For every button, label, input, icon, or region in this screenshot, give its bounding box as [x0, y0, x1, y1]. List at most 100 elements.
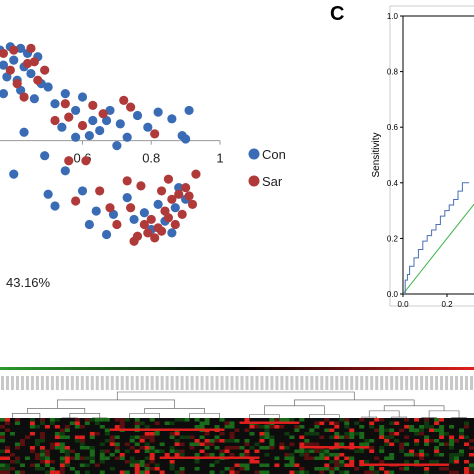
heatmap-cell	[389, 456, 395, 460]
column-label-mark	[175, 376, 179, 390]
heatmap-cell	[144, 463, 150, 467]
heatmap-cell	[144, 435, 150, 439]
heatmap-cell	[99, 449, 105, 453]
heatmap-cell	[179, 470, 185, 474]
heatmap-cell	[119, 421, 125, 425]
heatmap-cell	[194, 425, 200, 429]
data-point-con	[50, 99, 60, 109]
heatmap-cell	[74, 439, 80, 443]
heatmap-cell	[139, 463, 145, 467]
column-label-mark	[260, 376, 264, 390]
heatmap-cell	[464, 460, 470, 464]
data-point-con	[77, 186, 88, 196]
heatmap-cell	[159, 470, 165, 474]
heatmap-cell	[129, 456, 135, 460]
heatmap-cell	[54, 470, 60, 474]
heatmap-cell	[329, 460, 335, 464]
heatmap-cell	[289, 453, 295, 457]
heatmap-cell	[99, 460, 105, 464]
heatmap-cell	[169, 460, 175, 464]
heatmap-cell	[304, 442, 310, 446]
heatmap-cell	[0, 418, 5, 422]
heatmap-cell	[379, 460, 385, 464]
data-point-con	[77, 92, 88, 102]
heatmap-cell	[254, 460, 260, 464]
data-point-sar	[156, 226, 167, 236]
heatmap-cell	[84, 456, 90, 460]
legend-marker-con	[248, 148, 260, 160]
data-point-sar	[187, 199, 198, 209]
heatmap-cell	[274, 425, 280, 429]
column-label-mark	[300, 376, 304, 390]
heatmap-cell	[254, 449, 260, 453]
heatmap-cell	[64, 425, 70, 429]
heatmap-cell	[59, 456, 65, 460]
heatmap-cell	[139, 446, 145, 450]
heatmap-cell	[104, 439, 110, 443]
color-scale-bar	[0, 367, 474, 370]
heatmap-cell	[39, 418, 45, 422]
data-point-con	[139, 208, 149, 218]
heatmap-cell	[319, 421, 325, 425]
column-label-mark	[155, 376, 159, 390]
heatmap-cell	[89, 435, 95, 439]
data-point-con	[40, 151, 50, 161]
heatmap-cell	[329, 467, 335, 471]
heatmap-cell	[189, 442, 195, 446]
heatmap-cell	[464, 435, 470, 439]
heatmap-cell	[74, 425, 80, 429]
heatmap-cell	[289, 435, 295, 439]
heatmap-cells	[0, 418, 474, 474]
column-label-mark	[305, 376, 309, 390]
heatmap-cell	[134, 421, 140, 425]
heatmap-cell	[244, 418, 250, 422]
heatmap-cell	[19, 470, 25, 474]
column-label-mark	[195, 376, 199, 390]
heatmap-cell	[39, 467, 45, 471]
heatmap-cell	[439, 418, 445, 422]
column-label-mark	[95, 376, 99, 390]
heatmap-cell	[379, 435, 385, 439]
heatmap-cell	[79, 425, 85, 429]
heatmap-cell	[79, 442, 85, 446]
heatmap-cell	[89, 460, 95, 464]
heatmap-cell	[349, 442, 355, 446]
heatmap-cell	[39, 435, 45, 439]
heatmap-cell	[279, 442, 285, 446]
heatmap-cell	[459, 432, 465, 436]
heatmap-cell	[109, 435, 115, 439]
heatmap-cell	[289, 460, 295, 464]
column-label-mark	[245, 376, 249, 390]
heatmap-cell	[449, 435, 455, 439]
heatmap-cell	[384, 435, 390, 439]
heatmap-cell	[424, 421, 430, 425]
heatmap-cell	[399, 449, 405, 453]
heatmap-cell	[459, 428, 465, 432]
y-tick-label: 0.2	[387, 234, 399, 243]
heatmap-cell	[4, 446, 10, 450]
heatmap-cell	[94, 421, 100, 425]
heatmap-cell	[229, 425, 235, 429]
column-label-mark	[310, 376, 314, 390]
heatmap-cell	[34, 456, 40, 460]
heatmap-cell	[214, 425, 220, 429]
heatmap-cell	[439, 432, 445, 436]
heatmap-cell	[339, 418, 345, 422]
heatmap-cell	[69, 449, 75, 453]
data-point-sar	[156, 186, 167, 196]
column-label-mark	[100, 376, 104, 390]
heatmap-cell	[449, 460, 455, 464]
heatmap-cell	[464, 470, 470, 474]
heatmap-cell	[149, 435, 155, 439]
heatmap-cell	[104, 432, 110, 436]
x-tick-label: 0.8	[142, 151, 160, 166]
heatmap-cell	[29, 425, 35, 429]
data-point-sar	[167, 194, 177, 204]
data-point-sar	[191, 169, 201, 179]
column-label-mark	[60, 376, 64, 390]
column-label-mark	[360, 376, 364, 390]
data-point-con	[71, 132, 81, 142]
data-point-con	[16, 43, 26, 53]
heatmap-cell	[49, 442, 55, 446]
heatmap-cell	[229, 421, 235, 425]
